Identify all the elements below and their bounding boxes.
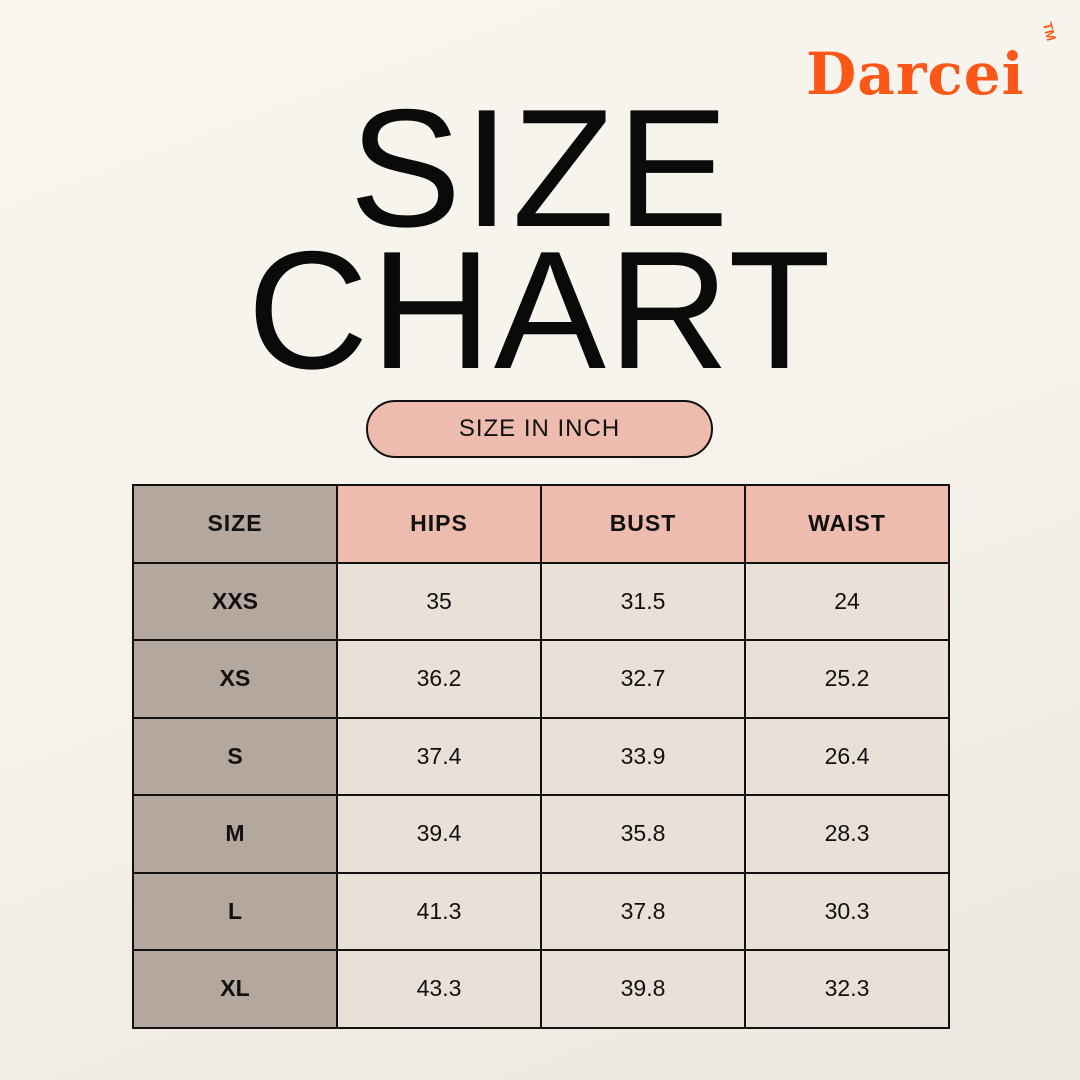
cell-waist: 30.3	[744, 871, 950, 951]
cell-hips: 36.2	[336, 639, 542, 719]
table-row: XS 36.2 32.7 25.2	[132, 639, 950, 719]
cell-bust: 32.7	[540, 639, 746, 719]
cell-size: XL	[132, 949, 338, 1029]
cell-waist: 26.4	[744, 716, 950, 796]
cell-size: S	[132, 716, 338, 796]
table-row: L 41.3 37.8 30.3	[132, 871, 950, 951]
cell-bust: 31.5	[540, 561, 746, 641]
header-waist: WAIST	[744, 484, 950, 564]
cell-waist: 24	[744, 561, 950, 641]
table-row: S 37.4 33.9 26.4	[132, 716, 950, 796]
cell-bust: 39.8	[540, 949, 746, 1029]
cell-hips: 37.4	[336, 716, 542, 796]
page-title-line2: CHART	[247, 216, 833, 404]
header-bust: BUST	[540, 484, 746, 564]
brand-logo: Darcei	[806, 40, 1025, 108]
cell-waist: 28.3	[744, 794, 950, 874]
cell-waist: 25.2	[744, 639, 950, 719]
table-row: XXS 35 31.5 24	[132, 561, 950, 641]
table-header-row: SIZE HIPS BUST WAIST	[132, 484, 950, 564]
size-table: SIZE HIPS BUST WAIST XXS 35 31.5 24 XS 36.2 32…	[132, 484, 950, 1029]
page-title-line1: SIZE	[349, 74, 731, 262]
cell-hips: 39.4	[336, 794, 542, 874]
cell-size: XXS	[132, 561, 338, 641]
cell-hips: 35	[336, 561, 542, 641]
cell-hips: 41.3	[336, 871, 542, 951]
cell-bust: 33.9	[540, 716, 746, 796]
cell-waist: 32.3	[744, 949, 950, 1029]
cell-size: L	[132, 871, 338, 951]
unit-label-badge: SIZE IN INCH	[366, 400, 713, 458]
trademark-mark: TM	[1039, 20, 1060, 43]
table-row: M 39.4 35.8 28.3	[132, 794, 950, 874]
cell-bust: 37.8	[540, 871, 746, 951]
cell-hips: 43.3	[336, 949, 542, 1029]
table-row: XL 43.3 39.8 32.3	[132, 949, 950, 1029]
cell-size: XS	[132, 639, 338, 719]
cell-size: M	[132, 794, 338, 874]
header-hips: HIPS	[336, 484, 542, 564]
cell-bust: 35.8	[540, 794, 746, 874]
header-size: SIZE	[132, 484, 338, 564]
